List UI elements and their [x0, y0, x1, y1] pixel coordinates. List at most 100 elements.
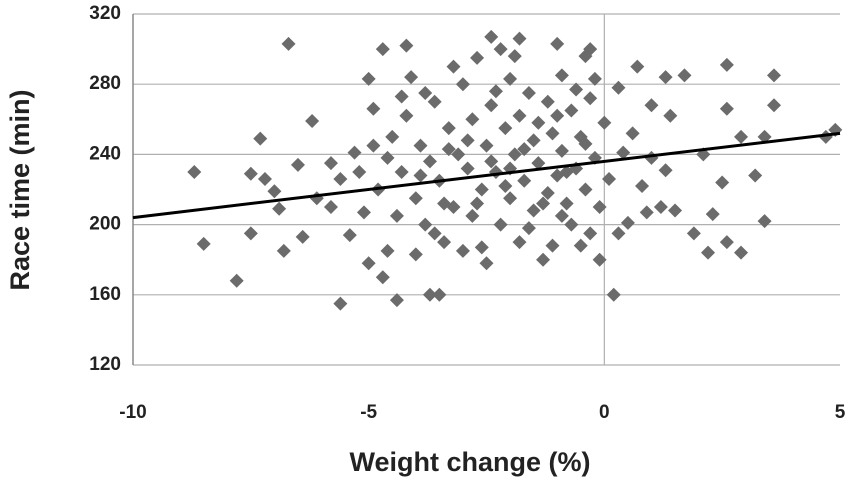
point [734, 245, 749, 260]
point [536, 252, 551, 267]
point [757, 129, 772, 144]
point [554, 68, 569, 83]
point [573, 238, 588, 253]
point [427, 226, 442, 241]
point [559, 164, 574, 179]
point [418, 217, 433, 232]
point [701, 245, 716, 260]
point [295, 229, 310, 244]
point [554, 208, 569, 223]
point [592, 200, 607, 215]
point [484, 154, 499, 169]
point [512, 235, 527, 250]
point [531, 115, 546, 130]
point [361, 71, 376, 86]
point [767, 68, 782, 83]
point [611, 226, 626, 241]
point [446, 59, 461, 74]
point [347, 145, 362, 160]
point [441, 121, 456, 136]
point [653, 200, 668, 215]
x-tick-label: -10 [119, 402, 146, 423]
point [399, 108, 414, 123]
point [767, 98, 782, 113]
point [545, 126, 560, 141]
point [366, 101, 381, 116]
point [644, 150, 659, 165]
point [639, 205, 654, 220]
point [451, 147, 466, 162]
point [333, 171, 348, 186]
point [719, 57, 734, 72]
point [375, 42, 390, 57]
point [484, 29, 499, 44]
point [526, 203, 541, 218]
point [719, 235, 734, 250]
point [498, 121, 513, 136]
point [418, 85, 433, 100]
point [635, 178, 650, 193]
point [361, 256, 376, 271]
point [531, 156, 546, 171]
point [559, 196, 574, 211]
point [625, 126, 640, 141]
trend-line [132, 131, 841, 220]
point [521, 85, 536, 100]
point [465, 112, 480, 127]
point [550, 36, 565, 51]
point [498, 178, 513, 193]
point [493, 42, 508, 57]
point [488, 84, 503, 99]
point [592, 252, 607, 267]
point [540, 94, 555, 109]
point [578, 182, 593, 197]
point [243, 166, 258, 181]
point [630, 59, 645, 74]
point [564, 103, 579, 118]
point [578, 136, 593, 151]
point [441, 142, 456, 157]
point [734, 129, 749, 144]
point [465, 208, 480, 223]
point [413, 138, 428, 153]
point [503, 191, 518, 206]
point [686, 226, 701, 241]
point [602, 171, 617, 186]
y-tick-label: 280 [89, 73, 121, 94]
point [474, 240, 489, 255]
point [512, 31, 527, 46]
point [408, 191, 423, 206]
point [545, 238, 560, 253]
point [658, 163, 673, 178]
point [484, 98, 499, 113]
point [309, 191, 324, 206]
point [493, 217, 508, 232]
point [597, 115, 612, 130]
point [550, 108, 565, 123]
point [521, 221, 536, 236]
point [404, 70, 419, 85]
point [196, 236, 211, 251]
point [503, 71, 518, 86]
point [366, 138, 381, 153]
y-tick-label: 160 [89, 284, 121, 305]
point [272, 201, 287, 216]
point [748, 168, 763, 183]
point [408, 247, 423, 262]
point [587, 71, 602, 86]
point [578, 49, 593, 64]
point [394, 89, 409, 104]
point [399, 38, 414, 53]
point [620, 215, 635, 230]
point [564, 217, 579, 232]
point [437, 235, 452, 250]
point [507, 147, 522, 162]
point [422, 287, 437, 302]
point [356, 205, 371, 220]
y-tick-label: 120 [89, 354, 121, 375]
y-tick-label: 200 [89, 214, 121, 235]
point [536, 196, 551, 211]
point [460, 133, 475, 148]
point [583, 226, 598, 241]
point [719, 101, 734, 116]
